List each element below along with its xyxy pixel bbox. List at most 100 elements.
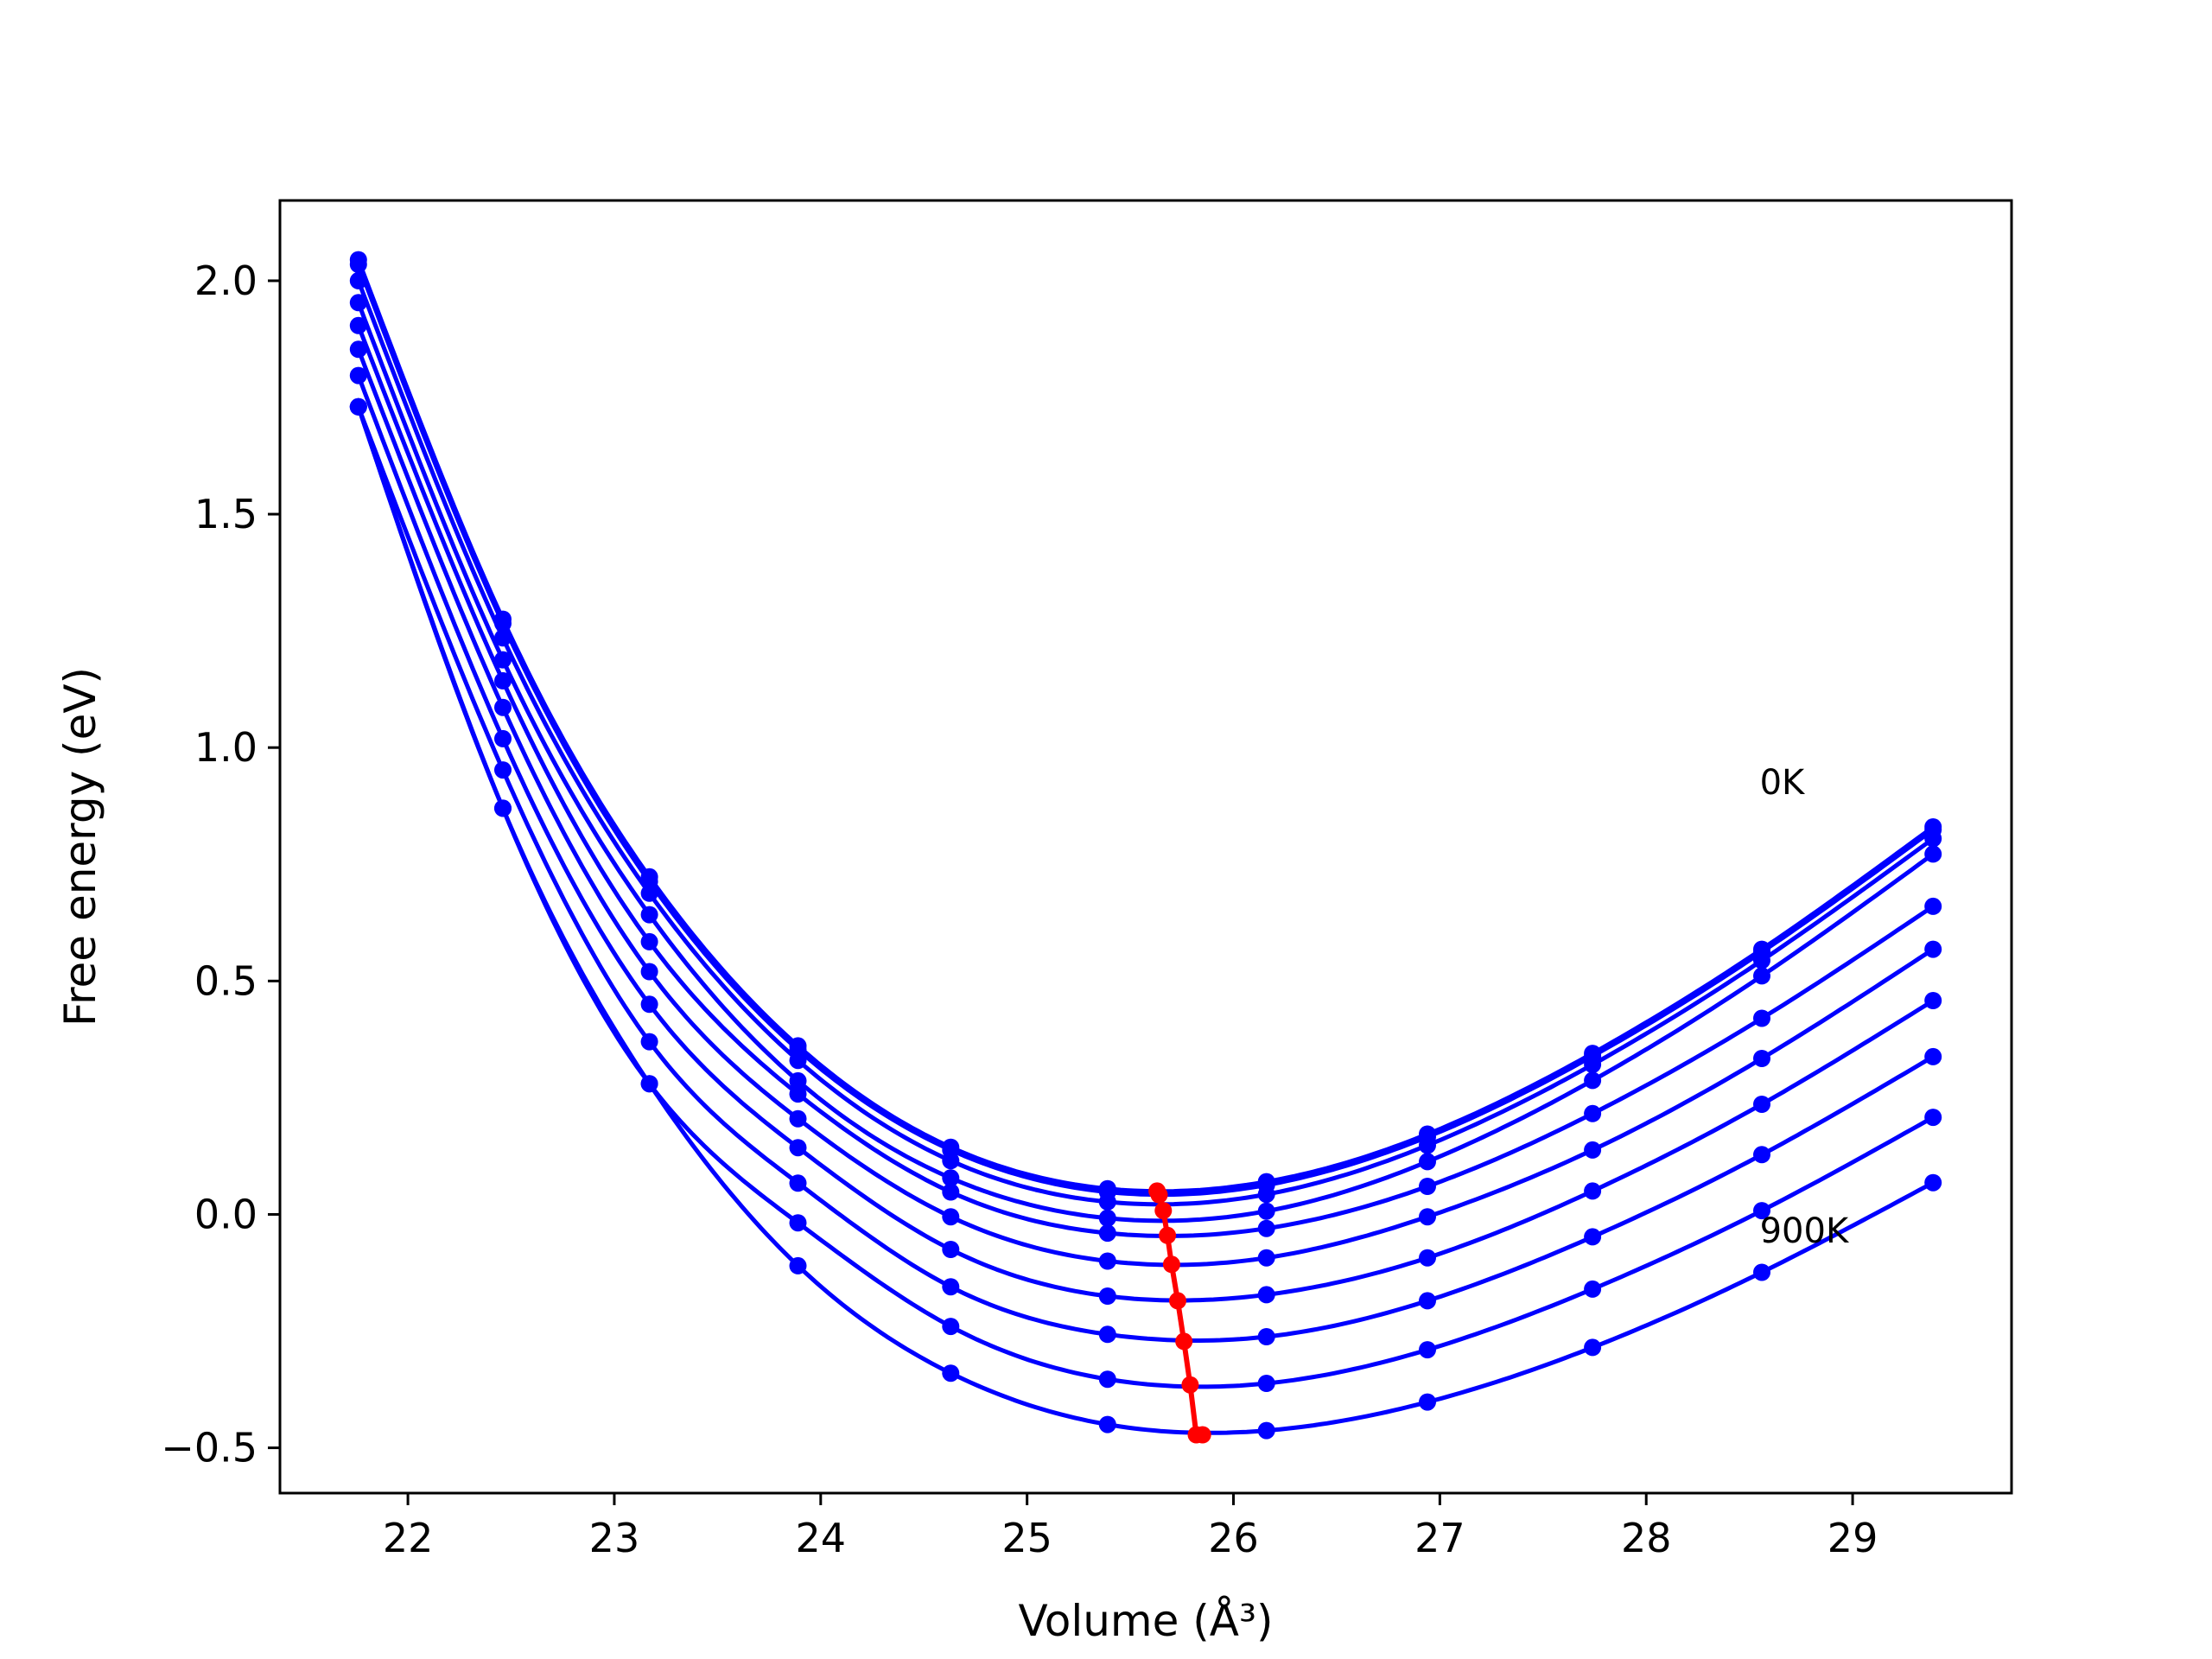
series-9-point-10 [1924,1173,1942,1192]
minimum-point-5 [1169,1292,1186,1310]
series-4-point-9 [1753,1009,1770,1027]
series-9-point-1 [494,799,512,817]
series-5-point-6 [1257,1249,1275,1267]
series-4-point-7 [1419,1178,1436,1195]
series-3-point-0 [349,294,367,312]
series-8-point-10 [1924,1109,1942,1127]
series-3-point-7 [1419,1153,1436,1171]
series-1-point-0 [349,256,367,273]
series-9-point-4 [942,1364,960,1382]
annotation-1: 900K [1760,1211,1850,1251]
series-4-point-6 [1257,1219,1275,1237]
series-5-point-7 [1419,1208,1436,1226]
series-8-point-4 [942,1318,960,1336]
series-4-point-2 [640,932,658,950]
x-axis-label: Volume (Å³) [1018,1596,1273,1646]
series-5-point-0 [349,340,367,359]
series-2-point-4 [942,1152,960,1170]
series-3-point-4 [942,1169,960,1187]
plot-frame [278,199,2013,1495]
series-5-point-2 [640,963,658,981]
series-2-point-10 [1924,830,1942,848]
series-5-point-8 [1584,1141,1602,1159]
series-2-point-9 [1753,951,1770,969]
series-6-point-2 [640,995,658,1014]
series-7-point-8 [1584,1228,1602,1246]
series-2-point-2 [640,884,658,902]
series-7-point-3 [789,1174,807,1192]
series-7-point-7 [1419,1292,1436,1310]
series-9-point-2 [640,1075,658,1093]
series-3-point-6 [1257,1202,1275,1220]
x-tick-label-27: 27 [1414,1515,1465,1561]
minimum-point-9 [1193,1426,1211,1444]
series-3-point-8 [1584,1071,1602,1090]
series-6-point-7 [1419,1249,1436,1267]
x-tick-label-23: 23 [589,1515,640,1561]
series-6-point-3 [789,1139,807,1157]
series-9-point-8 [1584,1338,1602,1357]
series-6-point-10 [1924,992,1942,1009]
minimum-point-3 [1159,1226,1177,1244]
minimum-point-7 [1181,1376,1199,1394]
series-8-point-8 [1584,1280,1602,1298]
x-tick-label-25: 25 [1001,1515,1052,1561]
y-tick-label-3: 1.0 [194,724,257,771]
series-2-point-8 [1584,1056,1602,1073]
y-axis-label: Free energy (eV) [55,667,105,1027]
series-6-point-5 [1098,1287,1116,1305]
series-8-point-6 [1257,1375,1275,1392]
series-7-point-9 [1753,1146,1770,1164]
series-9-point-6 [1257,1421,1275,1440]
series-4-point-5 [1098,1224,1116,1243]
series-9-point-7 [1419,1393,1436,1411]
series-4-point-10 [1924,897,1942,915]
x-tick-label-28: 28 [1621,1515,1672,1561]
series-3-point-9 [1753,967,1770,985]
y-tick-label-1: 0.0 [194,1191,257,1237]
y-tick-label-4: 1.5 [194,491,257,537]
series-4-point-8 [1584,1104,1602,1122]
series-5-point-3 [789,1109,807,1128]
series-3-point-3 [789,1071,807,1090]
series-9-point-0 [349,397,367,416]
minimum-point-2 [1154,1202,1173,1220]
minimum-point-6 [1175,1332,1193,1351]
y-tick-label-2: 0.5 [194,957,257,1004]
series-6-point-8 [1584,1182,1602,1200]
series-2-point-1 [494,629,512,647]
series-2-point-0 [349,271,367,289]
minimum-point-1 [1150,1185,1168,1204]
series-7-point-6 [1257,1328,1275,1345]
series-7-point-10 [1924,1047,1942,1065]
x-tick-label-24: 24 [796,1515,847,1561]
x-axis: 22 23 24 25 26 27 28 29 [383,1493,1878,1561]
series-9-point-9 [1753,1263,1770,1281]
series-4-point-3 [789,1085,807,1103]
series-7-point-2 [640,1033,658,1051]
series-7-point-1 [494,761,512,779]
minimum-point-4 [1162,1255,1180,1274]
series-6-point-9 [1753,1096,1770,1113]
series-4-point-1 [494,671,512,690]
y-axis: −0.5 0.0 0.5 1.0 1.5 2.0 [161,257,280,1471]
series-7-point-5 [1098,1325,1116,1344]
x-tick-label-26: 26 [1208,1515,1259,1561]
series-8-point-3 [789,1214,807,1232]
series-2-point-6 [1257,1185,1275,1204]
annotations: 0K 900K [1760,763,1850,1251]
series-3-point-2 [640,906,658,924]
series-6-point-1 [494,729,512,747]
series-8-point-5 [1098,1370,1116,1389]
y-tick-label-0: −0.5 [161,1425,257,1471]
series-6-point-6 [1257,1286,1275,1304]
series-4-point-4 [942,1183,960,1201]
series-5-point-1 [494,698,512,716]
series-5-point-10 [1924,940,1942,958]
series-2-point-3 [789,1052,807,1070]
series-1-point-1 [494,614,512,632]
series-4-point-0 [349,316,367,334]
series-9-point-5 [1098,1415,1116,1433]
